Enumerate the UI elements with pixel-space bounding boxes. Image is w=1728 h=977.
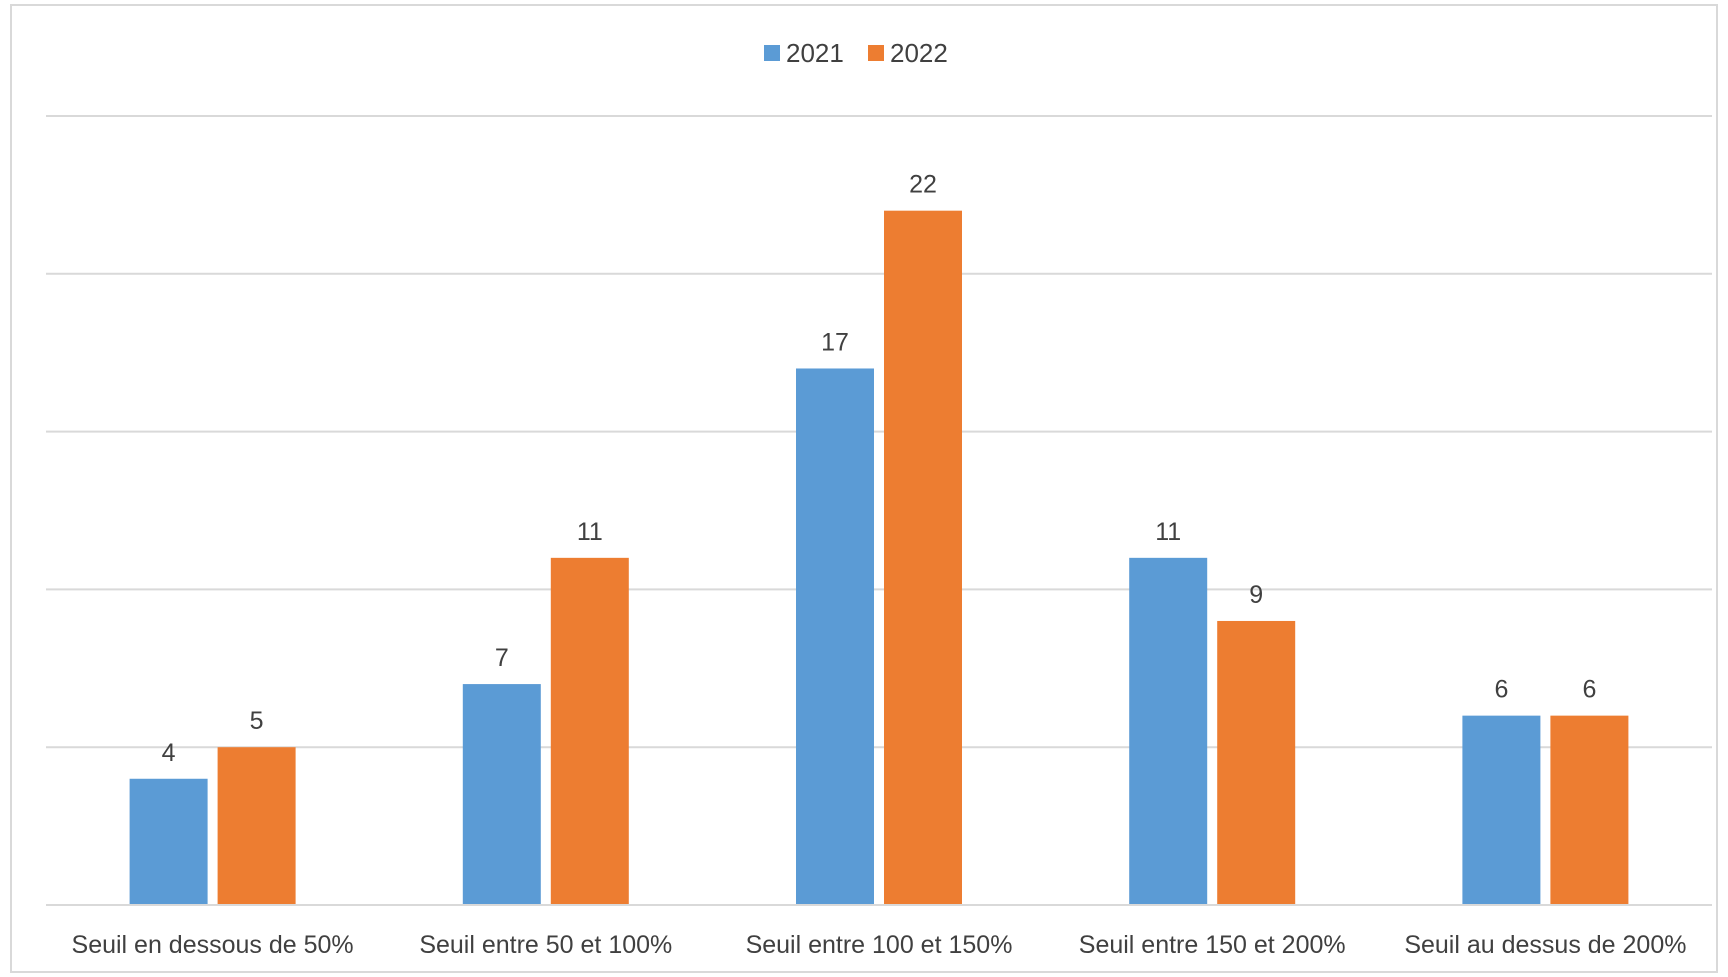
bar-2021-3 (796, 368, 874, 906)
x-tick-labels: Seuil en dessous de 50% Seuil entre 50 et… (72, 931, 1687, 959)
legend-label-2021: 2021 (786, 38, 844, 68)
bar-2022-5 (1550, 715, 1629, 905)
bar-2021-2 (462, 684, 541, 905)
x-tick-label: Seuil entre 50 et 100% (419, 931, 672, 959)
data-label-2021-1: 4 (162, 739, 176, 767)
data-label-2021-2: 7 (495, 644, 509, 672)
legend-swatch-2022 (868, 45, 884, 61)
bars (129, 210, 1629, 906)
data-label-2021-5: 6 (1494, 676, 1508, 704)
legend-swatch-2021 (764, 45, 780, 61)
data-label-2021-3: 17 (821, 328, 849, 356)
bar-2022-2 (550, 557, 629, 905)
bar-2021-1 (129, 778, 208, 905)
data-label-2022-3: 22 (909, 171, 937, 199)
data-label-2021-4: 11 (1155, 518, 1181, 546)
data-label-2022-5: 6 (1582, 676, 1596, 704)
legend: 2021 2022 (764, 38, 948, 68)
bar-2021-4 (1129, 557, 1208, 905)
x-tick-label: Seuil en dessous de 50% (72, 931, 354, 959)
data-label-2022-2: 11 (577, 518, 603, 546)
x-tick-label: Seuil entre 100 et 150% (746, 931, 1013, 959)
data-label-2022-1: 5 (250, 707, 264, 735)
data-labels: 4 5 7 11 17 22 11 9 6 6 (162, 171, 1597, 767)
bar-2022-4 (1217, 620, 1296, 905)
bar-2021-5 (1462, 715, 1541, 905)
legend-label-2022: 2022 (890, 38, 948, 68)
bar-2022-1 (217, 747, 296, 905)
x-tick-label: Seuil entre 150 et 200% (1079, 931, 1346, 959)
x-tick-label: Seuil au dessus de 200% (1404, 931, 1686, 959)
gridlines (46, 115, 1712, 749)
data-label-2022-4: 9 (1249, 581, 1263, 609)
bar-2022-3 (884, 210, 962, 905)
